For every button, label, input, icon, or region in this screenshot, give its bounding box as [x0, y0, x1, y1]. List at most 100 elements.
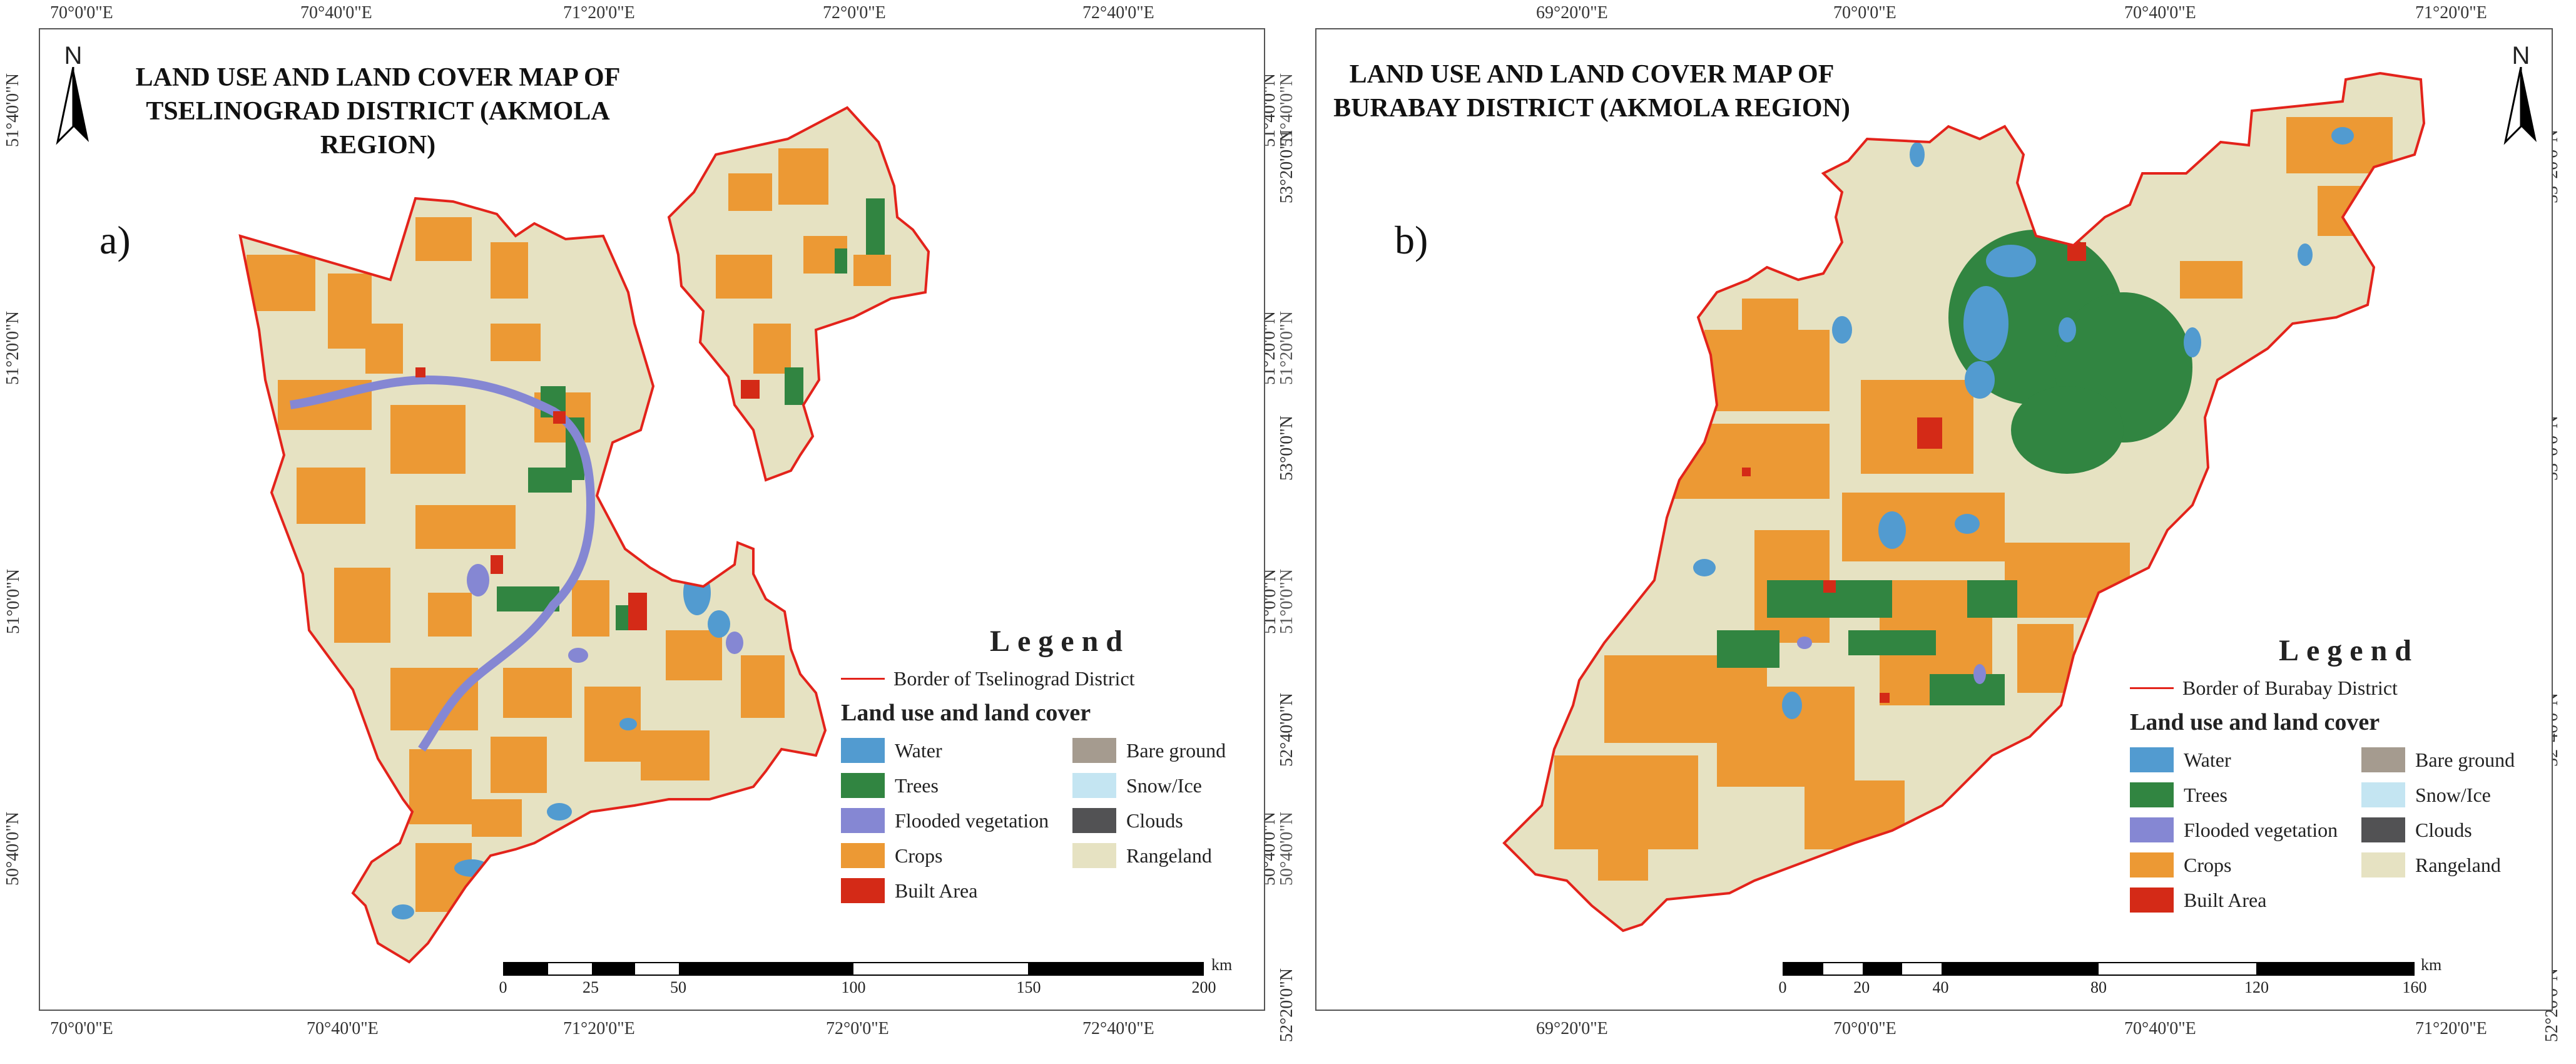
left-coord-a-1: 51°20'0"N [3, 311, 23, 385]
legend-border-a: Border of Tselinograd District [841, 667, 1264, 690]
border-line-swatch-a [841, 678, 885, 680]
top-coord-a-4: 72°40'0"E [1082, 3, 1154, 23]
bottom-coord-a-3: 72°0'0"E [826, 1019, 889, 1038]
swatch-trees-b [2130, 782, 2174, 807]
top-coord-a-0: 70°0'0"E [50, 3, 113, 23]
legend-a: Legend Border of Tselinograd District La… [841, 624, 1264, 908]
north-arrow-icon [56, 67, 89, 145]
top-coord-b-3: 71°20'0"E [2415, 3, 2487, 23]
swatch-flooded-b [2130, 817, 2174, 842]
scale-ticks-a: 0 25 50 100 150 200 [499, 976, 1216, 998]
map-title-a: LAND USE AND LAND COVER MAP OF TSELINOGR… [90, 61, 666, 162]
swatch-bare-a [1072, 738, 1116, 763]
left-coord-a-2: 51°0'0"N [3, 569, 23, 634]
legend-item-crops-b: Crops [2130, 847, 2361, 882]
left-extra-coord-b-0: 51°40'0"N [1276, 73, 1296, 147]
bottom-coord-a-4: 72°40'0"E [1082, 1019, 1154, 1038]
legend-col-left-a: Water Trees Flooded vegetation Crops Bui… [841, 733, 1072, 908]
left-extra-coord-b-1: 51°20'0"N [1276, 311, 1296, 385]
scale-bar-b: 0 20 40 80 120 160 [1779, 962, 2427, 998]
bottom-coord-b-0: 69°20'0"E [1536, 1019, 1608, 1038]
top-coord-b-0: 69°20'0"E [1536, 3, 1608, 23]
swatch-flooded-a [841, 808, 885, 833]
bottom-coord-b-2: 70°40'0"E [2124, 1019, 2196, 1038]
swatch-bare-b [2361, 747, 2405, 772]
swatch-snow-b [2361, 782, 2405, 807]
panel-label-b: b) [1395, 218, 1428, 262]
legend-item-rangeland-a: Rangeland [1072, 838, 1226, 873]
legend-col-right-a: Bare ground Snow/Ice Clouds Rangeland [1072, 733, 1226, 908]
legend-col-left-b: Water Trees Flooded vegetation Crops Bui… [2130, 742, 2361, 918]
legend-border-b: Border of Burabay District [2130, 677, 2552, 700]
top-coord-b-1: 70°0'0"E [1833, 3, 1896, 23]
district-border-b [1502, 71, 2426, 933]
legend-item-crops-a: Crops [841, 838, 1072, 873]
map-title-b-line2: BURABAY DISTRICT (AKMOLA REGION) [1333, 94, 1850, 123]
built-area-patches [415, 367, 760, 630]
bottom-coord-b-1: 70°0'0"E [1833, 1019, 1896, 1038]
map-panel-burabay: LAND USE AND LAND COVER MAP OF BURABAY D… [1315, 28, 2553, 1011]
legend-item-rangeland-b: Rangeland [2361, 847, 2515, 882]
north-arrow-a: N [51, 42, 95, 148]
swatch-water-b [2130, 747, 2174, 772]
district-border-a [238, 106, 930, 964]
legend-item-clouds-a: Clouds [1072, 803, 1226, 838]
scale-tick-b-1: 20 [1853, 978, 1870, 996]
legend-item-clouds-b: Clouds [2361, 812, 2515, 847]
bottom-coord-a-0: 70°0'0"E [50, 1019, 113, 1038]
legend-item-water-a: Water [841, 733, 1072, 768]
scale-bar-b-segments [1783, 962, 2415, 976]
trees-patches-b [1717, 230, 2192, 705]
north-arrow-b: N [2499, 42, 2543, 148]
top-coord-a-3: 72°0'0"E [823, 3, 886, 23]
top-coord-b-2: 70°40'0"E [2124, 3, 2196, 23]
left-coord-b-1: 53°0'0"N [1276, 416, 1296, 481]
swatch-snow-a [1072, 773, 1116, 798]
swatch-clouds-a [1072, 808, 1116, 833]
swatch-trees-a [841, 773, 885, 798]
scale-bar-a-segments [503, 962, 1204, 976]
north-arrow-icon-b [2503, 67, 2537, 145]
legend-border-label-b: Border of Burabay District [2182, 677, 2398, 699]
legend-item-snow-a: Snow/Ice [1072, 768, 1226, 803]
legend-item-trees-b: Trees [2130, 777, 2361, 812]
left-extra-coord-b-3: 50°40'0"N [1276, 812, 1296, 886]
legend-item-bare-b: Bare ground [2361, 742, 2515, 777]
scale-tick-a-5: 200 [1191, 978, 1216, 996]
legend-title-b: Legend [2278, 634, 2419, 667]
scale-tick-a-0: 0 [499, 978, 507, 996]
swatch-crops-b [2130, 852, 2174, 877]
scale-tick-a-4: 150 [1016, 978, 1041, 996]
north-letter-b: N [2512, 42, 2530, 69]
swatch-rangeland-a [1072, 843, 1116, 868]
bottom-coord-a-2: 71°20'0"E [563, 1019, 635, 1038]
legend-item-trees-a: Trees [841, 768, 1072, 803]
swatch-water-a [841, 738, 885, 763]
legend-lulc-title-b: Land use and land cover [2130, 709, 2380, 735]
bottom-coord-b-3: 71°20'0"E [2415, 1019, 2487, 1038]
swatch-rangeland-b [2361, 852, 2405, 877]
left-coord-b-3: 52°20'0"N [1276, 968, 1296, 1042]
left-extra-coord-b-2: 51°0'0"N [1276, 569, 1296, 634]
bottom-coord-a-1: 70°40'0"E [307, 1019, 379, 1038]
north-letter-a: N [64, 42, 83, 69]
border-line-swatch-b [2130, 687, 2174, 689]
scale-tick-b-4: 120 [2244, 978, 2269, 996]
scale-bar-a: 0 25 50 100 150 200 [499, 962, 1216, 998]
scale-tick-a-3: 100 [841, 978, 866, 996]
scale-unit-a: km [1211, 956, 1233, 974]
burabay-map [1502, 71, 2426, 933]
scale-tick-b-2: 40 [1932, 978, 1949, 996]
legend-item-water-b: Water [2130, 742, 2361, 777]
map-title-b: LAND USE AND LAND COVER MAP OF BURABAY D… [1329, 58, 1855, 125]
map-title-a-line1: LAND USE AND LAND COVER MAP OF [135, 63, 621, 92]
legend-item-built-a: Built Area [841, 873, 1072, 908]
legend-col-right-b: Bare ground Snow/Ice Clouds Rangeland [2361, 742, 2515, 918]
scale-tick-a-1: 25 [583, 978, 599, 996]
map-title-b-line1: LAND USE AND LAND COVER MAP OF [1349, 60, 1835, 89]
top-coord-a-2: 71°20'0"E [563, 3, 635, 23]
flooded-vegetation-b [1797, 637, 1986, 684]
left-coord-a-0: 51°40'0"N [3, 73, 23, 147]
swatch-crops-a [841, 843, 885, 868]
legend-border-label-a: Border of Tselinograd District [893, 667, 1135, 690]
